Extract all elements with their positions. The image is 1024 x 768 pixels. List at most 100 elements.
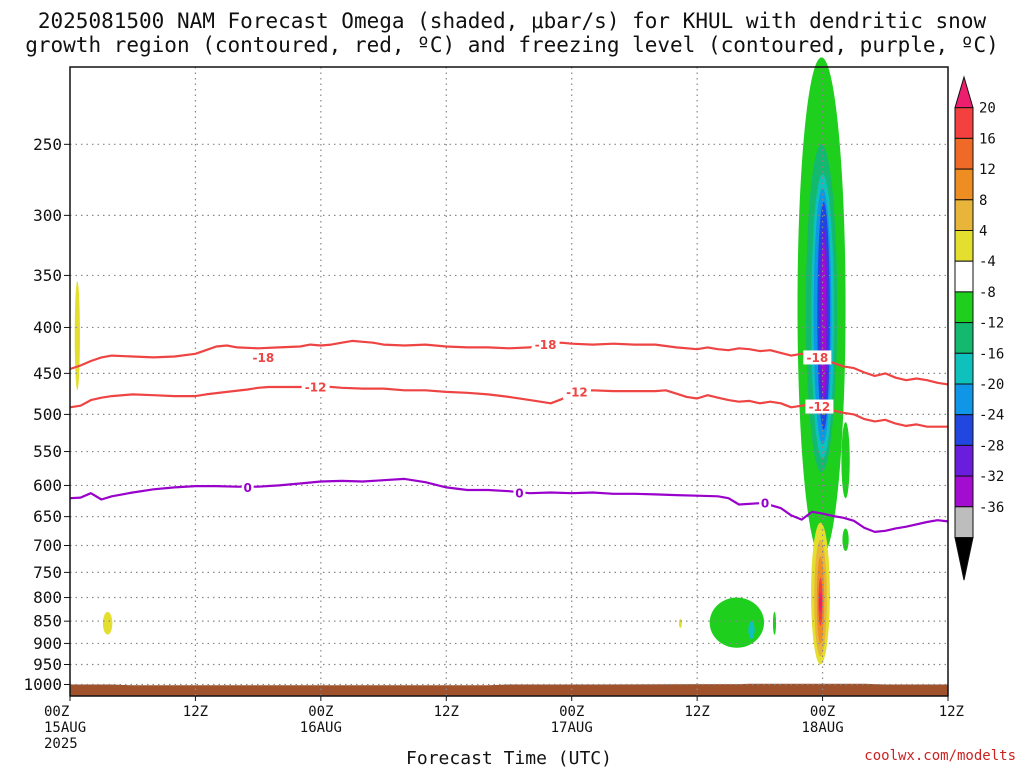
plot-area: -18 -18 -18 -12 -12 -12 0 0 0 [69, 57, 949, 697]
y-tick-label-800: 800 [33, 588, 62, 607]
y-tick-label-600: 600 [33, 476, 62, 495]
contour-label-bg-2-1 [513, 486, 526, 501]
colorbar-swatch-8 [954, 322, 974, 354]
y-tick-label-850: 850 [33, 612, 62, 631]
omega-region-19 [818, 592, 822, 612]
y-tick-label-350: 350 [33, 266, 62, 285]
colorbar-swatch-12 [954, 444, 974, 477]
colorbar-swatch-5 [954, 230, 974, 262]
colorbar-swatch-6 [954, 260, 974, 293]
x-tick-label-84-0: 12Z [939, 704, 964, 720]
omega-region-3 [709, 597, 765, 648]
omega-region-12 [821, 240, 827, 399]
colorbar-tick-0: 20 [979, 101, 996, 117]
contour-label-0-0: -18 [253, 351, 275, 365]
colorbar-tick-2: 12 [979, 162, 996, 178]
colorbar-tick-6: -8 [979, 285, 996, 301]
y-tick-label-1000: 1000 [23, 675, 62, 694]
colorbar-tick-5: -4 [979, 254, 996, 270]
omega-region-4 [748, 621, 755, 640]
x-tick-label-36-0: 12Z [434, 704, 459, 720]
contour-label-bg-2-0 [241, 480, 254, 495]
omega-region-5 [772, 611, 777, 635]
y-tick-label-950: 950 [33, 655, 62, 674]
colorbar-tick-9: -20 [979, 377, 1004, 393]
colorbar-swatch-11 [954, 414, 974, 446]
x-axis-label: Forecast Time (UTC) [406, 748, 612, 768]
y-axis-ticks: 250 300 350 400 450 500 550 600 650 700 750 800 850 9… [23, 135, 70, 694]
colorbar-tick-13: -36 [979, 500, 1004, 516]
y-tick-label-900: 900 [33, 634, 62, 653]
contour-label-2-1: 0 [515, 487, 523, 501]
x-tick-label-24-1: 16AUG [300, 720, 342, 736]
x-tick-label-24-0: 00Z [308, 704, 333, 720]
y-tick-label-550: 550 [33, 442, 62, 461]
x-tick-label-60-0: 12Z [684, 704, 709, 720]
contour-line-0 [69, 477, 949, 533]
colorbar-swatch-13 [954, 475, 974, 508]
y-tick-label-300: 300 [33, 206, 62, 225]
contour-label-bg-1-0 [301, 379, 330, 394]
x-tick-label-48-0: 00Z [559, 704, 584, 720]
colorbar-tick-12: -32 [979, 469, 1004, 485]
omega-region-2 [678, 618, 682, 628]
chart-title-line-2: growth region (contoured, red, ºC) and f… [25, 33, 999, 57]
colorbar-tick-8: -16 [979, 346, 1004, 362]
x-tick-label-72-1: 18AUG [801, 720, 843, 736]
x-tick-label-12-0: 12Z [183, 704, 208, 720]
contour-label-1-0: -12 [305, 380, 327, 394]
colorbar-swatch-10 [954, 383, 974, 416]
colorbar-swatch-14 [954, 506, 974, 538]
x-tick-label-48-1: 17AUG [551, 720, 593, 736]
contour-label-bg-1-1 [562, 384, 591, 399]
plot-frame [69, 66, 949, 697]
colorbar-top-arrow [954, 75, 974, 109]
contour-label-0-1: -18 [535, 338, 557, 352]
credit-text: coolwx.com/modelts [864, 748, 1016, 764]
contour-label-bg-0-0 [249, 350, 278, 365]
contour-label-bg-0-1 [531, 337, 560, 352]
y-tick-label-450: 450 [33, 364, 62, 383]
contour-label-0-2: -18 [807, 351, 829, 365]
x-tick-label-72-0: 00Z [810, 704, 835, 720]
contour-label-1-1: -12 [566, 385, 588, 399]
omega-region-1 [102, 611, 113, 635]
contour-label-1-2: -12 [809, 400, 831, 414]
colorbar: 20 16 12 8 4 -4 -8 -12 -16 -20 -24 -28 -32 -36 [954, 75, 1004, 581]
colorbar-swatch-4 [954, 199, 974, 232]
contour-label-2-0: 0 [244, 481, 252, 495]
terrain-fill [70, 683, 948, 696]
colorbar-tick-11: -28 [979, 438, 1004, 454]
omega-region-14 [842, 528, 849, 552]
contour-label-2-2: 0 [761, 497, 769, 511]
colorbar-tick-10: -24 [979, 408, 1004, 424]
grid-lines [70, 67, 948, 696]
x-tick-label-0-2: 2025 [44, 736, 78, 752]
contour-label-bg-2-2 [759, 496, 772, 511]
y-tick-label-700: 700 [33, 536, 62, 555]
contour-label-bg-0-2 [803, 350, 832, 365]
contour-lines: -18 -18 -18 -12 -12 -12 0 0 0 [69, 337, 949, 533]
colorbar-swatch-7 [954, 291, 974, 324]
colorbar-swatch-3 [954, 168, 974, 201]
y-tick-label-400: 400 [33, 318, 62, 337]
y-tick-label-650: 650 [33, 507, 62, 526]
colorbar-bottom-arrow [954, 537, 974, 581]
colorbar-swatch-1 [954, 107, 974, 139]
colorbar-swatch-9 [954, 352, 974, 385]
colorbar-swatch-2 [954, 137, 974, 170]
omega-region-13 [841, 422, 850, 499]
y-tick-label-250: 250 [33, 135, 62, 154]
omega-shaded-regions [74, 57, 850, 665]
chart-title-line-1: 2025081500 NAM Forecast Omega (shaded, μ… [38, 9, 987, 33]
terrain-area [70, 683, 948, 696]
colorbar-tick-1: 16 [979, 131, 996, 147]
colorbar-tick-7: -12 [979, 316, 1004, 332]
y-tick-label-750: 750 [33, 563, 62, 582]
colorbar-tick-4: 4 [979, 224, 987, 240]
contour-label-bg-1-2 [805, 399, 834, 414]
x-tick-label-0-1: 15AUG [44, 720, 86, 736]
omega-region-0 [74, 280, 80, 391]
